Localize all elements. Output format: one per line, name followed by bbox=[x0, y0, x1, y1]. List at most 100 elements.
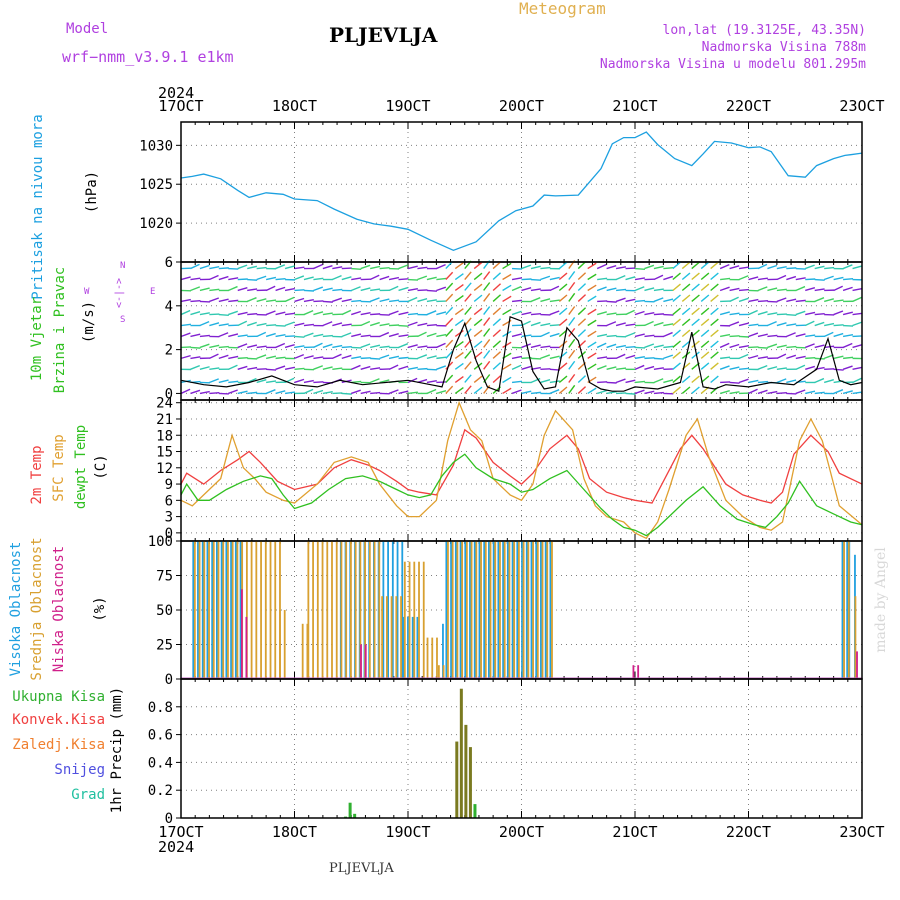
wind-barb bbox=[190, 300, 201, 303]
wind-barb bbox=[275, 277, 286, 281]
y-tick-label: 21 bbox=[156, 412, 173, 428]
wind-barb bbox=[549, 276, 560, 281]
cloud-bar bbox=[387, 541, 389, 679]
wind-barb bbox=[549, 355, 560, 360]
wind-barb bbox=[606, 300, 617, 303]
wind-barb bbox=[720, 356, 731, 360]
wind-barb bbox=[786, 354, 797, 360]
wind-barb bbox=[729, 296, 739, 303]
wind-barb bbox=[417, 289, 428, 292]
wind-barb bbox=[436, 365, 447, 370]
wind-barb bbox=[549, 285, 560, 292]
wind-barb bbox=[577, 307, 587, 316]
cloud-bar bbox=[456, 541, 459, 679]
cloud-bar bbox=[382, 541, 385, 679]
wind-barb bbox=[237, 264, 248, 270]
altitude-text: Nadmorska Visina 788m bbox=[701, 40, 866, 55]
wind-barb bbox=[587, 273, 597, 281]
cloud-bar bbox=[340, 541, 343, 679]
y-tick-label: 9 bbox=[165, 477, 173, 493]
wind-barb bbox=[190, 277, 201, 281]
wind-barb bbox=[606, 312, 617, 316]
y-tick-label: 18 bbox=[156, 428, 173, 444]
wind-barb bbox=[596, 286, 607, 292]
y-tick-label: 6 bbox=[165, 493, 173, 509]
wind-barb bbox=[492, 283, 502, 291]
cloud-bar bbox=[536, 541, 539, 679]
wind-barb bbox=[719, 342, 730, 349]
wind-barb bbox=[436, 356, 447, 360]
wind-barb bbox=[795, 285, 806, 292]
wind-barb bbox=[360, 287, 371, 292]
wind-barb bbox=[653, 274, 664, 281]
wind-barb bbox=[634, 380, 646, 384]
wind-barb bbox=[473, 261, 483, 270]
wind-barb bbox=[615, 367, 627, 371]
wind-barb bbox=[209, 297, 220, 303]
cloud-bar bbox=[222, 541, 225, 679]
wind-barb bbox=[729, 321, 740, 327]
wind-barb bbox=[700, 272, 710, 281]
cloud-bar bbox=[345, 541, 348, 679]
time-tick-label-top: 22OCT bbox=[726, 97, 771, 115]
wind-barb bbox=[587, 330, 597, 338]
wind-barb bbox=[653, 297, 664, 303]
wind-barb bbox=[833, 389, 844, 395]
year-label-bottom: 2024 bbox=[158, 838, 195, 856]
wind-barb bbox=[805, 311, 816, 316]
wind-barb bbox=[388, 355, 400, 360]
cloud-bar bbox=[211, 541, 214, 679]
cloud-bar bbox=[540, 541, 542, 679]
y-tick-label: 0 bbox=[165, 526, 173, 542]
precip-bar bbox=[468, 747, 472, 818]
wind-barb bbox=[256, 298, 267, 303]
cloud-bar bbox=[843, 541, 845, 679]
compass-s-label: S bbox=[120, 315, 126, 325]
wind-barb bbox=[691, 307, 700, 316]
wind-barb bbox=[540, 322, 551, 327]
cloud-bar bbox=[359, 541, 362, 679]
wind-barb bbox=[190, 263, 200, 270]
wind-barb bbox=[577, 375, 587, 383]
cloud-bar bbox=[469, 541, 471, 679]
wind-barb bbox=[294, 289, 305, 292]
wind-barb bbox=[833, 368, 844, 371]
wind-barb bbox=[587, 308, 597, 316]
cloud-bar bbox=[301, 623, 304, 679]
wind-barb bbox=[199, 312, 210, 316]
precip-total-legend: Ukupna Kisa bbox=[12, 689, 105, 705]
wind-barb bbox=[360, 311, 371, 316]
wind-barb bbox=[483, 349, 491, 359]
wind-barb bbox=[597, 356, 608, 360]
wind-barb bbox=[398, 365, 409, 370]
wind-barb bbox=[757, 300, 768, 303]
series-line-sfc-temp bbox=[180, 400, 863, 540]
cloud-bar bbox=[535, 541, 538, 679]
cloud-bar bbox=[450, 541, 452, 679]
wind-barb bbox=[596, 389, 607, 395]
wind-barb bbox=[303, 276, 314, 281]
wind-barb bbox=[549, 324, 560, 327]
cloud-bar bbox=[541, 541, 544, 679]
y-tick-label: 0.2 bbox=[148, 783, 173, 799]
precip-bar bbox=[464, 724, 468, 818]
wind-barb bbox=[615, 378, 626, 384]
wind-barb bbox=[237, 390, 248, 395]
wind-barb bbox=[558, 375, 568, 384]
wind-barb bbox=[786, 323, 797, 327]
wind-barb bbox=[512, 267, 523, 270]
wind-barb bbox=[247, 391, 258, 395]
wind-barb bbox=[199, 366, 210, 371]
wind-barb bbox=[322, 321, 333, 327]
wind-barb bbox=[786, 332, 796, 338]
wind-barb bbox=[795, 310, 806, 316]
wind-barb bbox=[398, 343, 409, 349]
wind-barb bbox=[748, 346, 759, 349]
wind-barb bbox=[228, 389, 238, 395]
wind-barb bbox=[350, 286, 361, 292]
wind-barb bbox=[719, 264, 730, 270]
wind-barb bbox=[842, 342, 853, 349]
wind-barb bbox=[256, 331, 267, 338]
wind-barb bbox=[407, 366, 418, 371]
wind-barb bbox=[587, 363, 597, 370]
